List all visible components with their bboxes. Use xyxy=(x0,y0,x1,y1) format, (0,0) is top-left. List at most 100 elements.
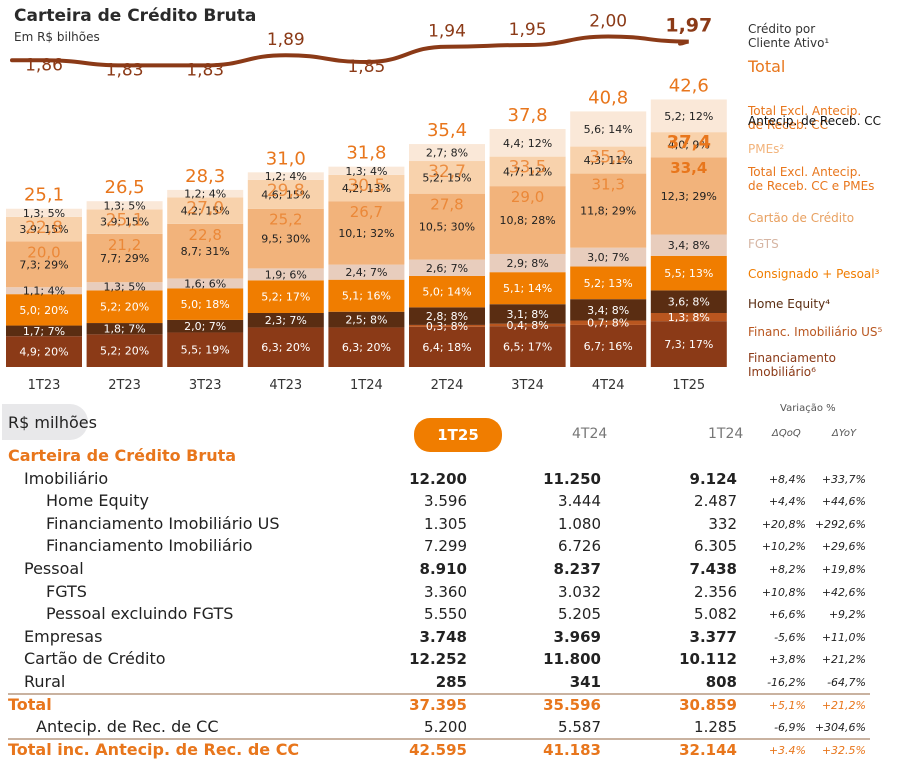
bar-segment-antecip xyxy=(6,208,82,217)
row-value: 7.438 xyxy=(689,560,737,578)
x-tick-label: 4T23 xyxy=(269,378,302,393)
segment-label-cartao: 12,3; 29% xyxy=(661,190,717,203)
row-value: 808 xyxy=(705,673,737,691)
row-value: 12.252 xyxy=(409,650,467,669)
total-label: 37,8 xyxy=(508,105,548,126)
total-rule xyxy=(8,692,870,695)
segment-label-consignado: 5,0; 14% xyxy=(422,286,471,299)
row-value: 8.237 xyxy=(553,560,601,578)
bar-segment-cartao xyxy=(167,223,244,279)
row-value: 30.859 xyxy=(679,695,737,714)
segment-label-home_equity: 3,4; 8% xyxy=(587,304,629,317)
segment-label-financ: 4,9; 20% xyxy=(19,346,68,359)
row-value: 41.183 xyxy=(543,740,601,759)
segment-label-cartao: 7,7; 29% xyxy=(100,252,149,265)
credito-cliente-label: 1,83 xyxy=(186,60,224,80)
segment-label-fgts: 3,0; 7% xyxy=(587,251,629,264)
row-value: 32.144 xyxy=(679,740,737,759)
row-value: 10.112 xyxy=(679,650,737,669)
bar-segment-cartao xyxy=(86,233,163,283)
credito-cliente-label: 2,00 xyxy=(589,12,627,32)
row-label: Pessoal xyxy=(24,559,84,578)
row-value: 1.080 xyxy=(558,514,601,533)
x-tick-label: 3T24 xyxy=(511,378,544,393)
segment-label-home_equity: 2,3; 7% xyxy=(265,314,307,327)
row-yoy: +33,7% xyxy=(821,472,866,486)
bar-segment-consignado xyxy=(570,266,647,300)
row-qoq: +6,6% xyxy=(768,608,806,622)
credito-cliente-label: 1,85 xyxy=(347,57,385,77)
bar-segment-cartao xyxy=(409,193,485,260)
bar-segment-cartao xyxy=(247,208,324,269)
col-header-yoy: ΔYoY xyxy=(832,428,857,439)
legend-fgts: FGTS xyxy=(748,237,779,251)
bar-segment-financ xyxy=(409,326,485,367)
bar-segment-fgts xyxy=(409,259,485,276)
row-value: 3.748 xyxy=(419,627,467,646)
segment-label-cartao: 10,1; 32% xyxy=(338,227,394,240)
segment-label-antecip: 5,6; 14% xyxy=(584,123,633,136)
total-excl-antecip-label: 32,7 xyxy=(428,162,466,182)
bar-segment-financ xyxy=(650,321,727,367)
segment-label-consignado: 5,5; 13% xyxy=(664,267,713,280)
row-label: Financiamento Imobiliário xyxy=(46,536,253,556)
segment-label-cartao: 10,8; 28% xyxy=(500,214,556,227)
row-qoq: +10,2% xyxy=(761,540,806,554)
x-tick-label: 1T23 xyxy=(28,378,61,393)
segment-label-consignado: 5,0; 18% xyxy=(181,298,230,311)
grand-total-rule xyxy=(8,737,870,740)
segment-label-antecip: 1,3; 5% xyxy=(23,207,65,220)
bar-segment-antecip xyxy=(650,99,727,133)
row-yoy: +32.5% xyxy=(821,743,866,757)
row-qoq: -6,9% xyxy=(774,721,806,735)
bar-segment-consignado xyxy=(409,275,485,308)
row-value: 285 xyxy=(435,673,467,691)
x-tick-label: 1T25 xyxy=(672,378,705,393)
segment-label-fgts: 1,1; 4% xyxy=(23,285,65,298)
total-excl-antecip-pmes-label: 25,2 xyxy=(269,211,302,229)
legend-consignado: Consignado + Pesoal³ xyxy=(748,267,880,281)
row-value: 9.124 xyxy=(689,469,737,488)
bar-segment-antecip xyxy=(167,189,244,198)
segment-label-pmes: 3,9; 15% xyxy=(19,223,68,236)
total-excl-antecip-pmes-label: 27,8 xyxy=(430,196,463,214)
segment-label-cartao: 10,5; 30% xyxy=(419,221,475,234)
bar-segment-consignado xyxy=(650,255,727,291)
segment-label-financ: 6,3; 20% xyxy=(261,341,310,354)
segment-label-fgts: 1,9; 6% xyxy=(265,268,307,281)
legend-financ-us: Financ. Imobiliário US⁵ xyxy=(748,325,883,339)
total-label: 35,4 xyxy=(427,120,467,141)
bar-segment-antecip xyxy=(328,166,405,175)
bar-segment-pmes xyxy=(409,161,485,194)
bar-segment-cartao xyxy=(650,157,727,235)
row-value: 6.726 xyxy=(558,537,601,556)
segment-label-financ: 6,3; 20% xyxy=(342,341,391,354)
segment-label-antecip: 2,7; 8% xyxy=(426,147,468,160)
row-value: 3.596 xyxy=(424,492,467,511)
bar-segment-fgts xyxy=(328,264,405,280)
x-tick-label: 4T24 xyxy=(592,378,625,393)
segment-label-financ: 6,5; 17% xyxy=(503,341,552,354)
total-excl-antecip-label: 29,8 xyxy=(267,181,305,201)
total-excl-antecip-label: 22,8 xyxy=(25,218,63,238)
row-qoq: +8,2% xyxy=(768,563,806,576)
bar-segment-antecip xyxy=(409,144,485,162)
segment-label-pmes: 3,9; 15% xyxy=(100,216,149,229)
total-label: 26,5 xyxy=(105,177,145,198)
bar-segment-consignado xyxy=(489,272,566,305)
x-tick-label: 2T23 xyxy=(108,378,141,393)
row-qoq: +3.4% xyxy=(768,743,806,757)
segment-label-financ: 7,3; 17% xyxy=(664,338,713,351)
col-header-1t24: 1T24 xyxy=(708,426,744,442)
bar-segment-financ xyxy=(86,334,163,367)
row-qoq: -5,6% xyxy=(774,630,806,644)
bar-segment-antecip xyxy=(570,111,647,147)
row-label: Total xyxy=(8,694,52,714)
total-excl-antecip-pmes-label: 31,3 xyxy=(591,176,624,194)
bar-segment-financ xyxy=(247,327,324,367)
legend-cartao: Cartão de Crédito xyxy=(748,211,855,225)
total-label: 40,8 xyxy=(588,87,628,108)
chart-title: Carteira de Crédito Bruta xyxy=(14,6,257,26)
col-header-1t25[interactable]: 1T25 xyxy=(414,418,502,452)
segment-label-financ: 6,7; 16% xyxy=(584,340,633,353)
